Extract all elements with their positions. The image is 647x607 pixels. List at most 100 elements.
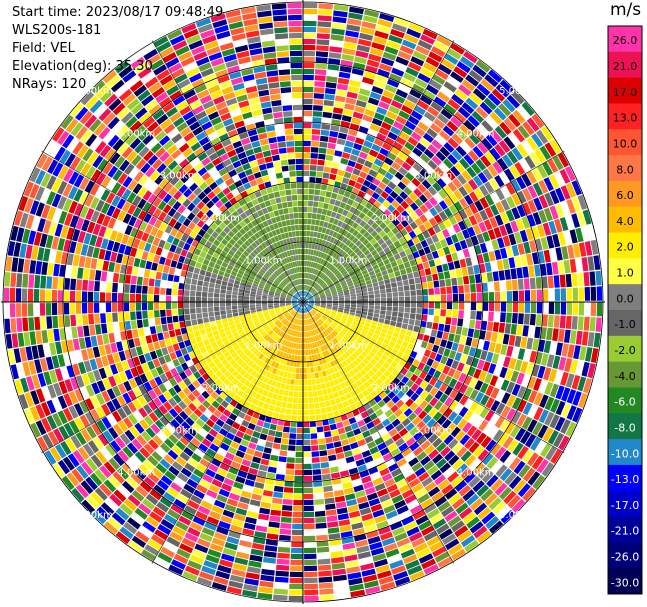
velocity-cell [543, 367, 552, 381]
velocity-cell [406, 526, 420, 537]
velocity-cell [193, 489, 205, 500]
velocity-cell [320, 304, 326, 307]
velocity-cell [379, 284, 386, 290]
velocity-cell [77, 446, 90, 461]
velocity-cell [473, 462, 486, 475]
velocity-cell [512, 290, 519, 302]
velocity-cell [75, 291, 82, 302]
velocity-cell [362, 574, 378, 583]
velocity-cell [198, 428, 208, 438]
velocity-cell [298, 343, 301, 350]
velocity-cell [565, 315, 572, 329]
velocity-cell [424, 383, 434, 393]
velocity-cell [247, 375, 254, 382]
velocity-cell [489, 111, 503, 125]
velocity-cell [522, 402, 533, 416]
velocity-cell [309, 177, 316, 183]
velocity-cell [279, 316, 285, 321]
velocity-cell [398, 302, 405, 307]
velocity-cell [469, 191, 479, 203]
velocity-cell [312, 262, 316, 268]
velocity-cell [40, 316, 47, 330]
velocity-cell [439, 146, 451, 158]
velocity-cell [497, 237, 505, 249]
velocity-cell [236, 338, 243, 344]
velocity-cell [219, 382, 227, 391]
velocity-cell [398, 307, 405, 313]
velocity-cell [178, 400, 188, 410]
velocity-cell [311, 129, 321, 135]
velocity-cell [164, 438, 175, 449]
velocity-cell [290, 565, 303, 572]
velocity-cell [303, 194, 309, 201]
velocity-cell [514, 231, 523, 244]
velocity-cell [338, 293, 344, 297]
velocity-cell [303, 2, 318, 9]
velocity-cell [231, 370, 239, 378]
velocity-cell [354, 387, 362, 395]
velocity-cell [58, 425, 70, 440]
velocity-cell [308, 299, 314, 301]
velocity-cell [274, 327, 279, 333]
velocity-cell [204, 521, 217, 531]
velocity-cell [273, 594, 288, 601]
velocity-cell [344, 351, 351, 358]
velocity-cell [179, 371, 188, 380]
velocity-cell [405, 473, 417, 483]
velocity-cell [168, 387, 177, 397]
velocity-cell [39, 289, 46, 302]
velocity-cell [319, 196, 325, 203]
velocity-cell [272, 317, 278, 322]
velocity-cell [87, 302, 94, 314]
velocity-cell [143, 269, 151, 278]
velocity-cell [286, 463, 295, 469]
velocity-cell [555, 342, 563, 356]
velocity-cell [324, 241, 330, 248]
velocity-cell [215, 350, 223, 358]
velocity-cell [187, 427, 198, 437]
velocity-cell [321, 123, 331, 130]
velocity-cell [400, 228, 408, 237]
velocity-cell [381, 328, 388, 334]
velocity-cell [348, 285, 355, 290]
velocity-cell [137, 267, 145, 277]
velocity-cell [336, 452, 345, 460]
velocity-cell [312, 308, 318, 313]
velocity-cell [439, 430, 450, 441]
velocity-cell [428, 302, 435, 309]
velocity-cell [225, 302, 232, 306]
velocity-cell [165, 423, 176, 433]
velocity-cell [553, 275, 560, 288]
velocity-cell [333, 4, 349, 12]
velocity-cell [537, 365, 546, 379]
velocity-cell [355, 539, 368, 548]
velocity-cell [293, 361, 297, 367]
velocity-cell [47, 329, 55, 343]
velocity-cell [421, 282, 428, 289]
velocity-cell [331, 291, 337, 295]
velocity-cell [524, 290, 531, 302]
velocity-cell [304, 565, 318, 572]
velocity-cell [349, 261, 356, 267]
velocity-cell [116, 253, 124, 264]
velocity-cell [307, 285, 310, 291]
velocity-cell [259, 395, 267, 403]
velocity-cell [555, 247, 563, 261]
velocity-cell [232, 386, 240, 394]
velocity-cell [431, 491, 444, 503]
velocity-cell [39, 303, 46, 316]
velocity-cell [430, 171, 441, 181]
velocity-cell [319, 377, 325, 384]
velocity-cell [320, 296, 326, 299]
velocity-cell [327, 355, 333, 362]
velocity-cell [371, 320, 378, 326]
velocity-cell [453, 189, 463, 200]
velocity-cell [426, 84, 439, 96]
velocity-cell [307, 279, 311, 285]
velocity-cell [460, 450, 472, 462]
velocity-cell [374, 298, 381, 302]
velocity-cell [338, 303, 345, 307]
velocity-cell [344, 323, 351, 329]
velocity-cell [209, 316, 215, 322]
velocity-cell [220, 285, 227, 290]
